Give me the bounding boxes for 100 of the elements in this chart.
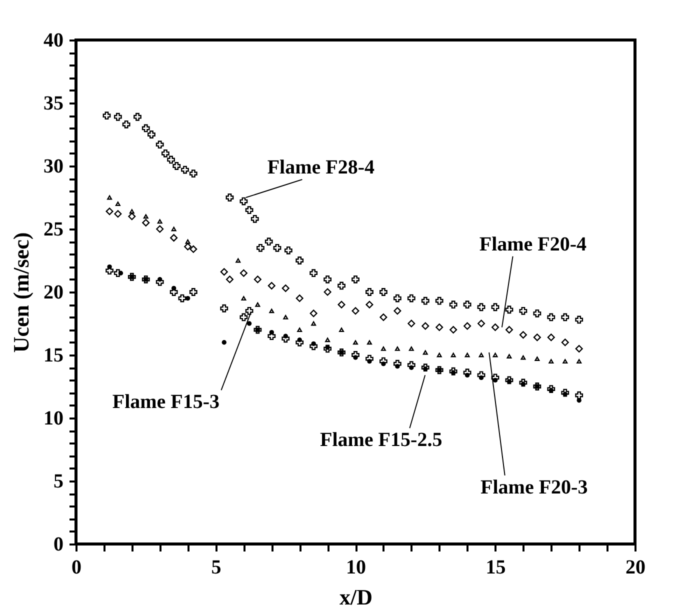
- y-axis-title: Ucen (m/sec): [8, 232, 34, 353]
- point: [463, 300, 472, 309]
- point: [381, 361, 386, 366]
- point: [533, 309, 542, 318]
- point: [256, 244, 264, 252]
- point: [171, 226, 176, 232]
- point: [435, 296, 444, 305]
- point: [157, 219, 162, 224]
- point: [324, 288, 332, 296]
- point: [407, 294, 416, 302]
- point: [241, 296, 246, 301]
- point: [107, 195, 112, 200]
- point: [185, 239, 190, 244]
- y-tick-label: 25: [44, 218, 64, 240]
- point: [190, 245, 198, 253]
- point: [464, 322, 472, 330]
- point: [422, 350, 428, 355]
- point: [422, 322, 430, 330]
- point: [380, 346, 386, 351]
- point: [161, 149, 170, 158]
- point: [561, 338, 569, 346]
- point: [325, 338, 330, 342]
- point: [394, 307, 402, 315]
- point: [255, 302, 260, 307]
- point: [393, 294, 402, 302]
- y-tick-label: 20: [44, 282, 64, 304]
- point: [156, 225, 164, 233]
- point: [310, 269, 318, 278]
- point: [240, 197, 248, 206]
- point: [282, 284, 290, 292]
- x-axis-title: x/D: [340, 584, 372, 610]
- y-tick-label: 15: [44, 344, 64, 366]
- point: [450, 352, 456, 358]
- point: [297, 328, 302, 332]
- point: [505, 326, 513, 334]
- point: [449, 300, 458, 309]
- point: [282, 334, 290, 343]
- annotation: Flame F15-3: [112, 391, 220, 414]
- point: [450, 326, 458, 334]
- point: [226, 194, 234, 202]
- point: [491, 374, 500, 382]
- point: [353, 340, 358, 345]
- point: [240, 269, 248, 277]
- point: [395, 364, 400, 369]
- point: [246, 321, 252, 326]
- point: [478, 352, 484, 358]
- point: [222, 340, 226, 345]
- point: [576, 359, 582, 364]
- point: [449, 367, 458, 376]
- point: [118, 270, 124, 276]
- point: [561, 313, 570, 322]
- point: [310, 310, 318, 318]
- point: [170, 234, 178, 242]
- point: [380, 313, 388, 321]
- point: [576, 398, 582, 403]
- point: [352, 351, 360, 359]
- y-tick-label: 40: [44, 30, 64, 52]
- point: [178, 294, 186, 302]
- point: [114, 210, 122, 218]
- point: [189, 288, 198, 296]
- point: [408, 320, 416, 328]
- point: [240, 313, 248, 322]
- point: [407, 361, 416, 370]
- y-tick-label: 0: [54, 534, 64, 556]
- y-tick-label: 5: [54, 470, 64, 492]
- point: [367, 358, 372, 364]
- point: [172, 162, 181, 170]
- point: [367, 340, 372, 345]
- point: [478, 375, 484, 380]
- point: [492, 352, 498, 358]
- point: [533, 334, 541, 342]
- annotation: Flame F20-3: [480, 476, 588, 498]
- point: [450, 370, 456, 375]
- point: [142, 124, 150, 132]
- point: [463, 368, 472, 377]
- y-tick-label: 35: [44, 92, 64, 114]
- point: [269, 308, 274, 314]
- point: [421, 364, 430, 372]
- point: [129, 209, 134, 214]
- point: [220, 304, 228, 312]
- point: [148, 130, 156, 138]
- x-tick-label: 15: [486, 556, 506, 578]
- point: [296, 338, 304, 346]
- x-tick-label: 0: [72, 556, 82, 578]
- point: [283, 334, 288, 338]
- point: [181, 166, 189, 174]
- point: [311, 321, 316, 326]
- point: [245, 306, 254, 315]
- point: [296, 294, 304, 302]
- point: [575, 391, 584, 400]
- point: [547, 313, 556, 322]
- point: [379, 288, 388, 296]
- point: [114, 112, 122, 121]
- point: [339, 328, 344, 332]
- point: [562, 359, 568, 364]
- point: [353, 355, 358, 360]
- point: [268, 332, 276, 340]
- point: [436, 352, 442, 358]
- point: [477, 371, 486, 380]
- point: [250, 214, 259, 223]
